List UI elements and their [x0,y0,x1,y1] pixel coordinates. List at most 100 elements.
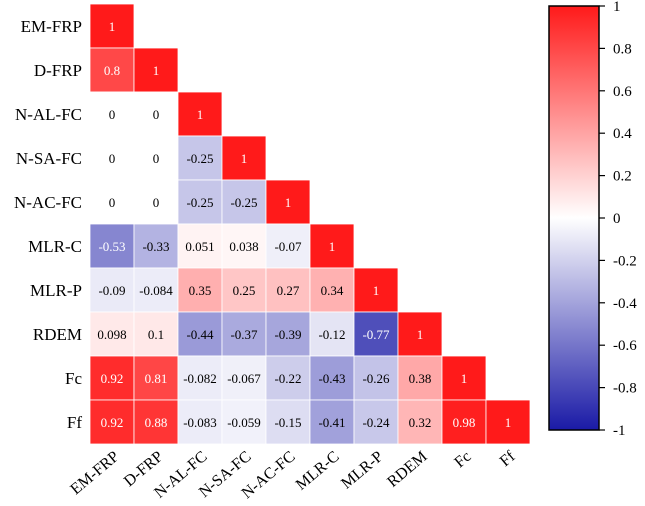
cell-value-label: 0.98 [453,415,476,430]
heatmap-cell [397,311,443,357]
heatmap-cell [221,179,267,225]
column-label: Fc [451,448,474,471]
cell-value-label: 0.92 [101,415,124,430]
colorbar-tick-label: -1 [613,423,626,439]
row-label: RDEM [33,325,82,344]
cell-value-label: 0 [153,151,160,166]
heatmap-cell [177,91,223,137]
cell-value-label: -0.77 [362,327,390,342]
heatmap-cell [177,223,223,269]
cell-value-label: 0 [109,107,116,122]
cell-value-label: 1 [241,151,248,166]
row-label: N-SA-FC [16,149,82,168]
cell-value-label: 1 [417,327,424,342]
heatmap-cell [221,399,267,445]
heatmap-cell [133,399,179,445]
cell-value-label: 0.35 [189,283,212,298]
row-label: N-AC-FC [14,193,82,212]
row-label: MLR-P [30,281,82,300]
cell-value-label: 1 [373,283,380,298]
cell-value-label: -0.25 [186,151,213,166]
colorbar-tick-label: 1 [613,0,621,15]
cell-value-label: 1 [197,107,204,122]
row-label: Ff [67,413,82,432]
column-label: EM-FRP [67,448,122,498]
colorbar-tick-label: -0.6 [613,338,637,354]
cell-value-label: 0.34 [321,283,344,298]
cell-value-label: -0.084 [139,283,173,298]
colorbar-tick-label: 0.8 [613,41,632,57]
heatmap-cell [133,179,179,225]
cell-value-label: -0.26 [362,371,390,386]
cell-value-label: -0.09 [98,283,125,298]
heatmap-cell [89,223,135,269]
cell-value-label: -0.22 [274,371,301,386]
heatmap-cell [89,355,135,401]
row-labels: EM-FRP D-FRP N-AL-FC N-SA-FC N-AC-FC MLR-C MLR… [14,17,82,432]
cell-value-label: -0.24 [362,415,390,430]
colorbar-tick-label: 0.6 [613,84,632,100]
row-label: D-FRP [34,61,82,80]
heatmap-cell [177,399,223,445]
colorbar-tick-label: 0 [613,211,621,227]
colorbar-tick-label: -0.2 [613,253,637,269]
cell-value-label: 1 [461,371,468,386]
cell-value-label: -0.082 [183,371,217,386]
cell-value-label: -0.44 [186,327,214,342]
cell-value-label: -0.33 [142,239,169,254]
cell-value-label: 0 [153,195,160,210]
cell-value-label: -0.07 [274,239,302,254]
cell-value-label: 1 [505,415,512,430]
heatmap-cell [353,355,399,401]
cell-value-label: 0.051 [185,239,214,254]
heatmap-cell [133,135,179,181]
colorbar-tick-label: -0.8 [613,381,637,397]
heatmap-cell [221,135,267,181]
heatmap-cell [265,223,311,269]
cell-value-label: -0.43 [318,371,345,386]
cell-value-label: -0.25 [186,195,213,210]
cell-value-label: 0.38 [409,371,432,386]
heatmap-cell [485,399,531,445]
heatmap-cell [309,355,355,401]
cell-value-label: 0.81 [145,371,168,386]
column-label: RDEM [384,448,430,491]
cell-value-label: -0.059 [227,415,261,430]
heatmap-cell [177,311,223,357]
cell-value-label: 1 [153,63,160,78]
heatmap-cell [133,47,179,93]
cell-value-label: 0.038 [229,239,258,254]
heatmap-cell [221,267,267,313]
cell-value-label: -0.12 [318,327,345,342]
heatmap-cell [221,355,267,401]
cell-value-label: -0.067 [227,371,261,386]
cell-value-label: 0.88 [145,415,168,430]
heatmap-cell [221,223,267,269]
cell-value-label: 0.32 [409,415,432,430]
heatmap-cell [133,223,179,269]
heatmap-value-labels: 10.8 10 0 10 0 -0.25 10 0 -0.25 -0.25 1-0.53 -0.33 0… [97,19,511,430]
colorbar: 1 0.8 0.6 0.4 0.2 0 -0.2 -0.4 -0.6 -0.8 -1 [548,0,637,439]
heatmap-cell [265,399,311,445]
heatmap-cell [353,267,399,313]
heatmap-cell [89,267,135,313]
cell-value-label: -0.15 [274,415,301,430]
colorbar-tick-label: -0.4 [613,296,637,312]
heatmap-cell [309,399,355,445]
heatmap-cell [133,267,179,313]
column-label: MLR-P [338,448,386,493]
cell-value-label: -0.39 [274,327,301,342]
heatmap-cell [309,267,355,313]
cell-value-label: -0.37 [230,327,258,342]
cell-value-label: 0.098 [97,327,126,342]
row-label: EM-FRP [21,17,82,36]
cell-value-label: 0.92 [101,371,124,386]
cell-value-label: 0.8 [104,63,120,78]
cell-value-label: 0.1 [148,327,164,342]
row-label: Fc [65,369,82,388]
colorbar-tick-label: 0.2 [613,169,632,185]
heatmap-cell [441,399,487,445]
cell-value-label: 1 [109,19,116,34]
column-labels: EM-FRPD-FRPN-AL-FCN-SA-FCN-AC-FCMLR-CMLR… [67,448,519,503]
